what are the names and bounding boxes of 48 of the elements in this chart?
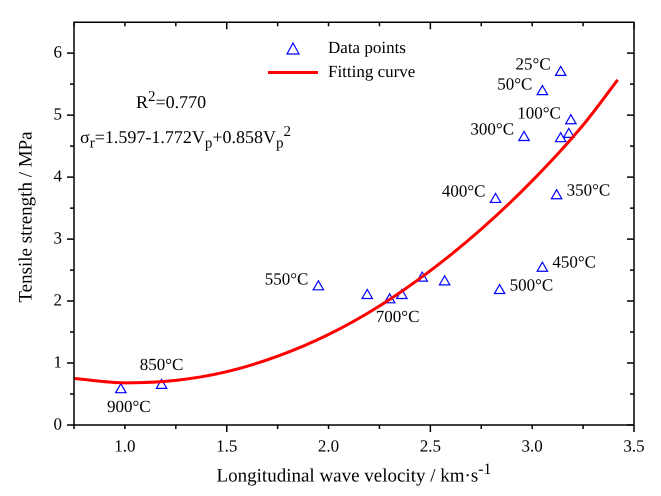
- y-tick-label: 6: [54, 42, 62, 62]
- annotation: 350°C: [566, 180, 610, 200]
- x-axis-title: Longitudinal wave velocity / km·s$^{-1}$: [216, 461, 492, 486]
- y-tick-label: 5: [54, 104, 62, 124]
- x-tick-label: 2.0: [318, 436, 340, 456]
- point: [416, 272, 428, 282]
- point: [550, 189, 562, 200]
- annotation: 500°C: [510, 275, 554, 294]
- point: [536, 85, 548, 96]
- point: [438, 275, 450, 286]
- point: [384, 293, 396, 304]
- annotation: 400°C: [442, 182, 486, 201]
- point: [563, 128, 575, 138]
- y-tick-label: 2: [54, 290, 62, 310]
- annotation: 25°C: [516, 54, 551, 74]
- x-tick-label: 3.5: [623, 436, 645, 456]
- x-tick-label: 1.5: [216, 436, 238, 456]
- y-tick-label: 4: [54, 166, 62, 186]
- annotation: 900°C: [107, 396, 151, 416]
- point: [536, 262, 548, 272]
- x-tick-label: 2.5: [420, 436, 441, 456]
- point: [518, 130, 530, 142]
- legend-label: Data points: [328, 38, 406, 58]
- annotation: 50°C: [497, 74, 532, 94]
- y-tick-label: 1: [54, 352, 62, 372]
- y-tick-label: 3: [54, 228, 62, 248]
- legend-label: Fitting curve: [328, 62, 416, 82]
- y-axis-title: Tensile strength / MPa: [16, 130, 36, 302]
- annotation: 550°C: [264, 269, 308, 288]
- point: [396, 288, 408, 300]
- point: [554, 66, 566, 76]
- point: [115, 383, 127, 394]
- annotation: 100°C: [517, 103, 561, 122]
- annotation: 450°C: [552, 252, 596, 272]
- point: [490, 192, 502, 204]
- annotation: 300°C: [470, 120, 514, 139]
- point: [312, 280, 324, 290]
- x-tick-label: 3.0: [522, 436, 543, 456]
- y-tick-label: 0: [54, 414, 62, 434]
- x-tick-label: 1.0: [114, 436, 136, 456]
- point: [361, 288, 374, 300]
- annotation: R$^{2}$=0.770: [136, 89, 206, 112]
- annotation: 850°C: [140, 355, 184, 374]
- point: [554, 132, 566, 142]
- point: [156, 378, 168, 389]
- annotation: 700°C: [376, 306, 420, 326]
- point: [494, 284, 506, 294]
- point: [565, 114, 577, 124]
